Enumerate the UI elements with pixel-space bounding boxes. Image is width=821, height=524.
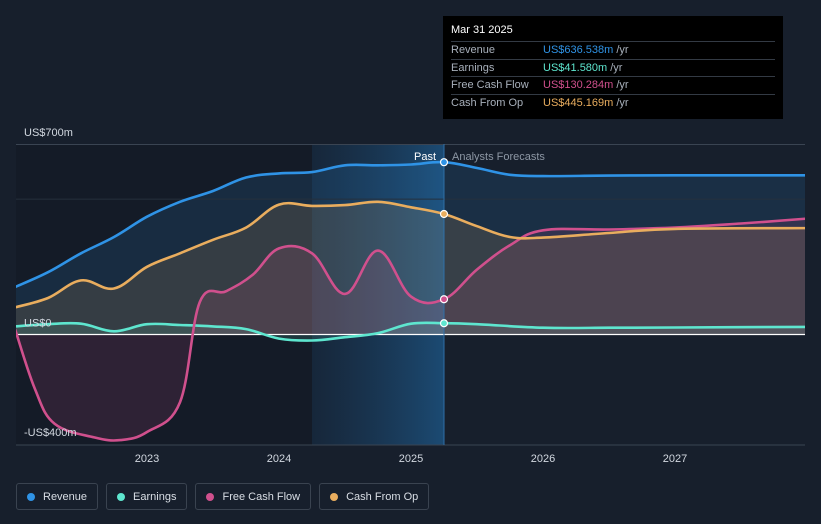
legend-label: Earnings xyxy=(133,490,177,503)
free-cash-flow-line xyxy=(16,217,805,442)
tooltip-row-label: Earnings xyxy=(451,61,495,74)
past-highlight-band xyxy=(312,144,444,445)
legend-dot-icon xyxy=(117,492,126,501)
tooltip-row: Earnings US$41.580m/yr xyxy=(451,58,775,77)
revenue-marker xyxy=(439,158,449,167)
tooltip-row: Free Cash Flow US$130.284m/yr xyxy=(451,76,775,94)
free-cash-flow-area xyxy=(16,218,805,441)
tooltip-row-label: Revenue xyxy=(451,44,496,57)
legend-item-earnings[interactable]: Earnings xyxy=(106,483,188,510)
cash-from-op-line xyxy=(16,200,805,309)
hover-tooltip: Mar 31 2025 Revenue US$636.538m/yr Earning… xyxy=(443,16,783,119)
tooltip-row-unit: /yr xyxy=(616,96,629,109)
y-tick-label: US$700m xyxy=(24,127,73,139)
legend-label: Cash From Op xyxy=(346,490,419,503)
tooltip-row-label: Free Cash Flow xyxy=(451,79,529,92)
earnings-marker xyxy=(439,319,449,328)
forecast-label: Analysts Forecasts xyxy=(452,151,545,163)
chart-legend: Revenue Earnings Free Cash Flow Cash From O… xyxy=(16,483,430,510)
tooltip-row-value: US$445.169m xyxy=(543,96,614,109)
tooltip-row: Cash From Op US$445.169m/yr xyxy=(451,93,775,112)
legend-label: Revenue xyxy=(43,490,88,503)
tooltip-row-unit: /yr xyxy=(616,44,629,57)
cash-from-op-marker xyxy=(439,209,449,219)
tooltip-row-value: US$130.284m xyxy=(543,79,614,92)
revenue-line xyxy=(16,160,805,289)
tooltip-date: Mar 31 2025 xyxy=(451,24,513,36)
tooltip-row-value: US$41.580m xyxy=(543,61,608,74)
legend-item-free-cash-flow[interactable]: Free Cash Flow xyxy=(195,483,312,510)
y-tick-label: US$0 xyxy=(24,318,52,330)
legend-label: Free Cash Flow xyxy=(222,490,301,503)
x-tick-label: 2025 xyxy=(399,453,423,465)
legend-dot-icon xyxy=(27,492,35,501)
x-tick-label: 2027 xyxy=(663,453,687,465)
y-tick-label: -US$400m xyxy=(24,427,77,439)
tooltip-row-value: US$636.538m xyxy=(543,44,614,57)
tooltip-row-unit: /yr xyxy=(610,61,623,74)
x-tick-label: 2026 xyxy=(531,453,555,465)
legend-item-cash-from-op[interactable]: Cash From Op xyxy=(319,483,430,510)
tooltip-row-label: Cash From Op xyxy=(451,96,524,109)
past-label: Past xyxy=(414,151,436,163)
earnings-line xyxy=(16,321,805,342)
cash-from-op-area xyxy=(16,201,805,335)
legend-dot-icon xyxy=(206,492,215,501)
x-tick-label: 2023 xyxy=(135,453,159,465)
legend-item-revenue[interactable]: Revenue xyxy=(16,483,99,510)
legend-dot-icon xyxy=(330,492,339,501)
tooltip-row-unit: /yr xyxy=(616,79,629,92)
x-tick-label: 2024 xyxy=(267,453,291,465)
free-cash-flow-marker xyxy=(439,295,449,304)
tooltip-row: Revenue US$636.538m/yr xyxy=(451,41,775,59)
